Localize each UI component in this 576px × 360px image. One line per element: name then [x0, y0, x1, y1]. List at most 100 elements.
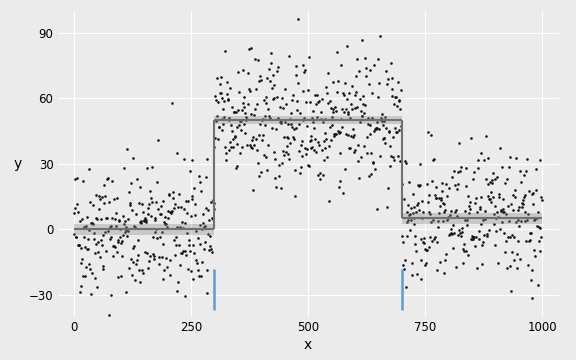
Point — [317, 96, 327, 102]
Point — [367, 171, 376, 177]
Point — [471, 200, 480, 206]
Point — [237, 144, 247, 150]
Point — [290, 167, 300, 173]
Point — [365, 67, 374, 73]
Point — [172, 242, 181, 248]
Point — [495, 226, 505, 231]
Point — [109, 253, 118, 259]
Point — [448, 231, 457, 237]
Point — [340, 166, 349, 171]
Point — [439, 270, 448, 276]
Point — [403, 202, 412, 208]
Point — [536, 157, 545, 162]
Point — [197, 188, 206, 194]
Point — [192, 333, 201, 338]
Point — [350, 93, 359, 98]
Point — [77, 245, 86, 251]
Point — [516, 218, 525, 224]
Point — [425, 234, 434, 240]
Point — [395, 98, 404, 104]
Point — [384, 185, 393, 191]
Point — [317, 147, 327, 153]
Point — [371, 125, 380, 131]
Point — [518, 201, 527, 206]
Point — [346, 133, 355, 139]
Point — [252, 147, 262, 152]
Point — [349, 149, 358, 155]
Point — [414, 200, 423, 206]
Point — [510, 194, 520, 200]
Point — [476, 194, 485, 200]
Point — [248, 187, 257, 193]
Point — [125, 202, 134, 208]
Point — [247, 145, 256, 150]
Point — [85, 199, 94, 205]
Point — [185, 248, 194, 254]
Point — [71, 176, 80, 182]
Point — [248, 137, 257, 143]
Point — [138, 267, 147, 273]
Point — [232, 163, 241, 169]
Point — [365, 122, 374, 128]
Point — [177, 251, 186, 256]
Point — [92, 284, 101, 290]
Point — [297, 164, 306, 170]
Point — [147, 213, 156, 219]
Point — [215, 81, 224, 87]
Point — [112, 223, 121, 229]
Point — [240, 130, 249, 136]
Point — [109, 197, 119, 202]
Point — [289, 135, 298, 140]
Point — [434, 218, 443, 224]
Point — [415, 161, 425, 167]
Point — [159, 198, 168, 204]
Point — [225, 139, 234, 145]
Point — [337, 62, 346, 68]
Point — [507, 201, 516, 207]
Point — [284, 135, 293, 141]
Point — [180, 293, 189, 299]
Point — [461, 248, 471, 254]
Point — [460, 217, 469, 222]
Point — [324, 198, 334, 204]
Point — [525, 230, 535, 236]
Point — [492, 174, 502, 179]
Point — [141, 249, 150, 255]
Point — [79, 224, 89, 230]
Point — [101, 215, 111, 220]
Point — [82, 214, 91, 220]
Point — [119, 213, 128, 219]
Point — [373, 94, 382, 100]
Point — [450, 182, 460, 188]
Point — [423, 129, 432, 135]
Point — [411, 209, 420, 215]
Point — [267, 125, 276, 131]
Point — [321, 84, 331, 90]
Point — [384, 129, 393, 134]
Point — [210, 144, 219, 150]
Point — [518, 201, 528, 207]
Point — [195, 273, 204, 279]
Point — [204, 207, 213, 213]
Point — [278, 105, 287, 111]
Point — [389, 134, 398, 140]
Point — [406, 228, 415, 233]
Point — [380, 118, 389, 124]
Point — [196, 179, 205, 185]
Point — [414, 207, 423, 213]
Point — [382, 81, 392, 87]
Point — [94, 193, 104, 198]
Point — [496, 208, 505, 214]
Point — [425, 193, 434, 198]
Point — [252, 136, 261, 142]
Point — [227, 128, 236, 134]
Point — [249, 134, 258, 140]
Point — [139, 210, 148, 215]
Point — [165, 272, 174, 278]
Point — [200, 223, 210, 229]
Point — [336, 117, 346, 122]
Point — [334, 131, 343, 136]
Point — [486, 179, 495, 185]
Point — [235, 118, 244, 123]
Point — [137, 201, 146, 207]
